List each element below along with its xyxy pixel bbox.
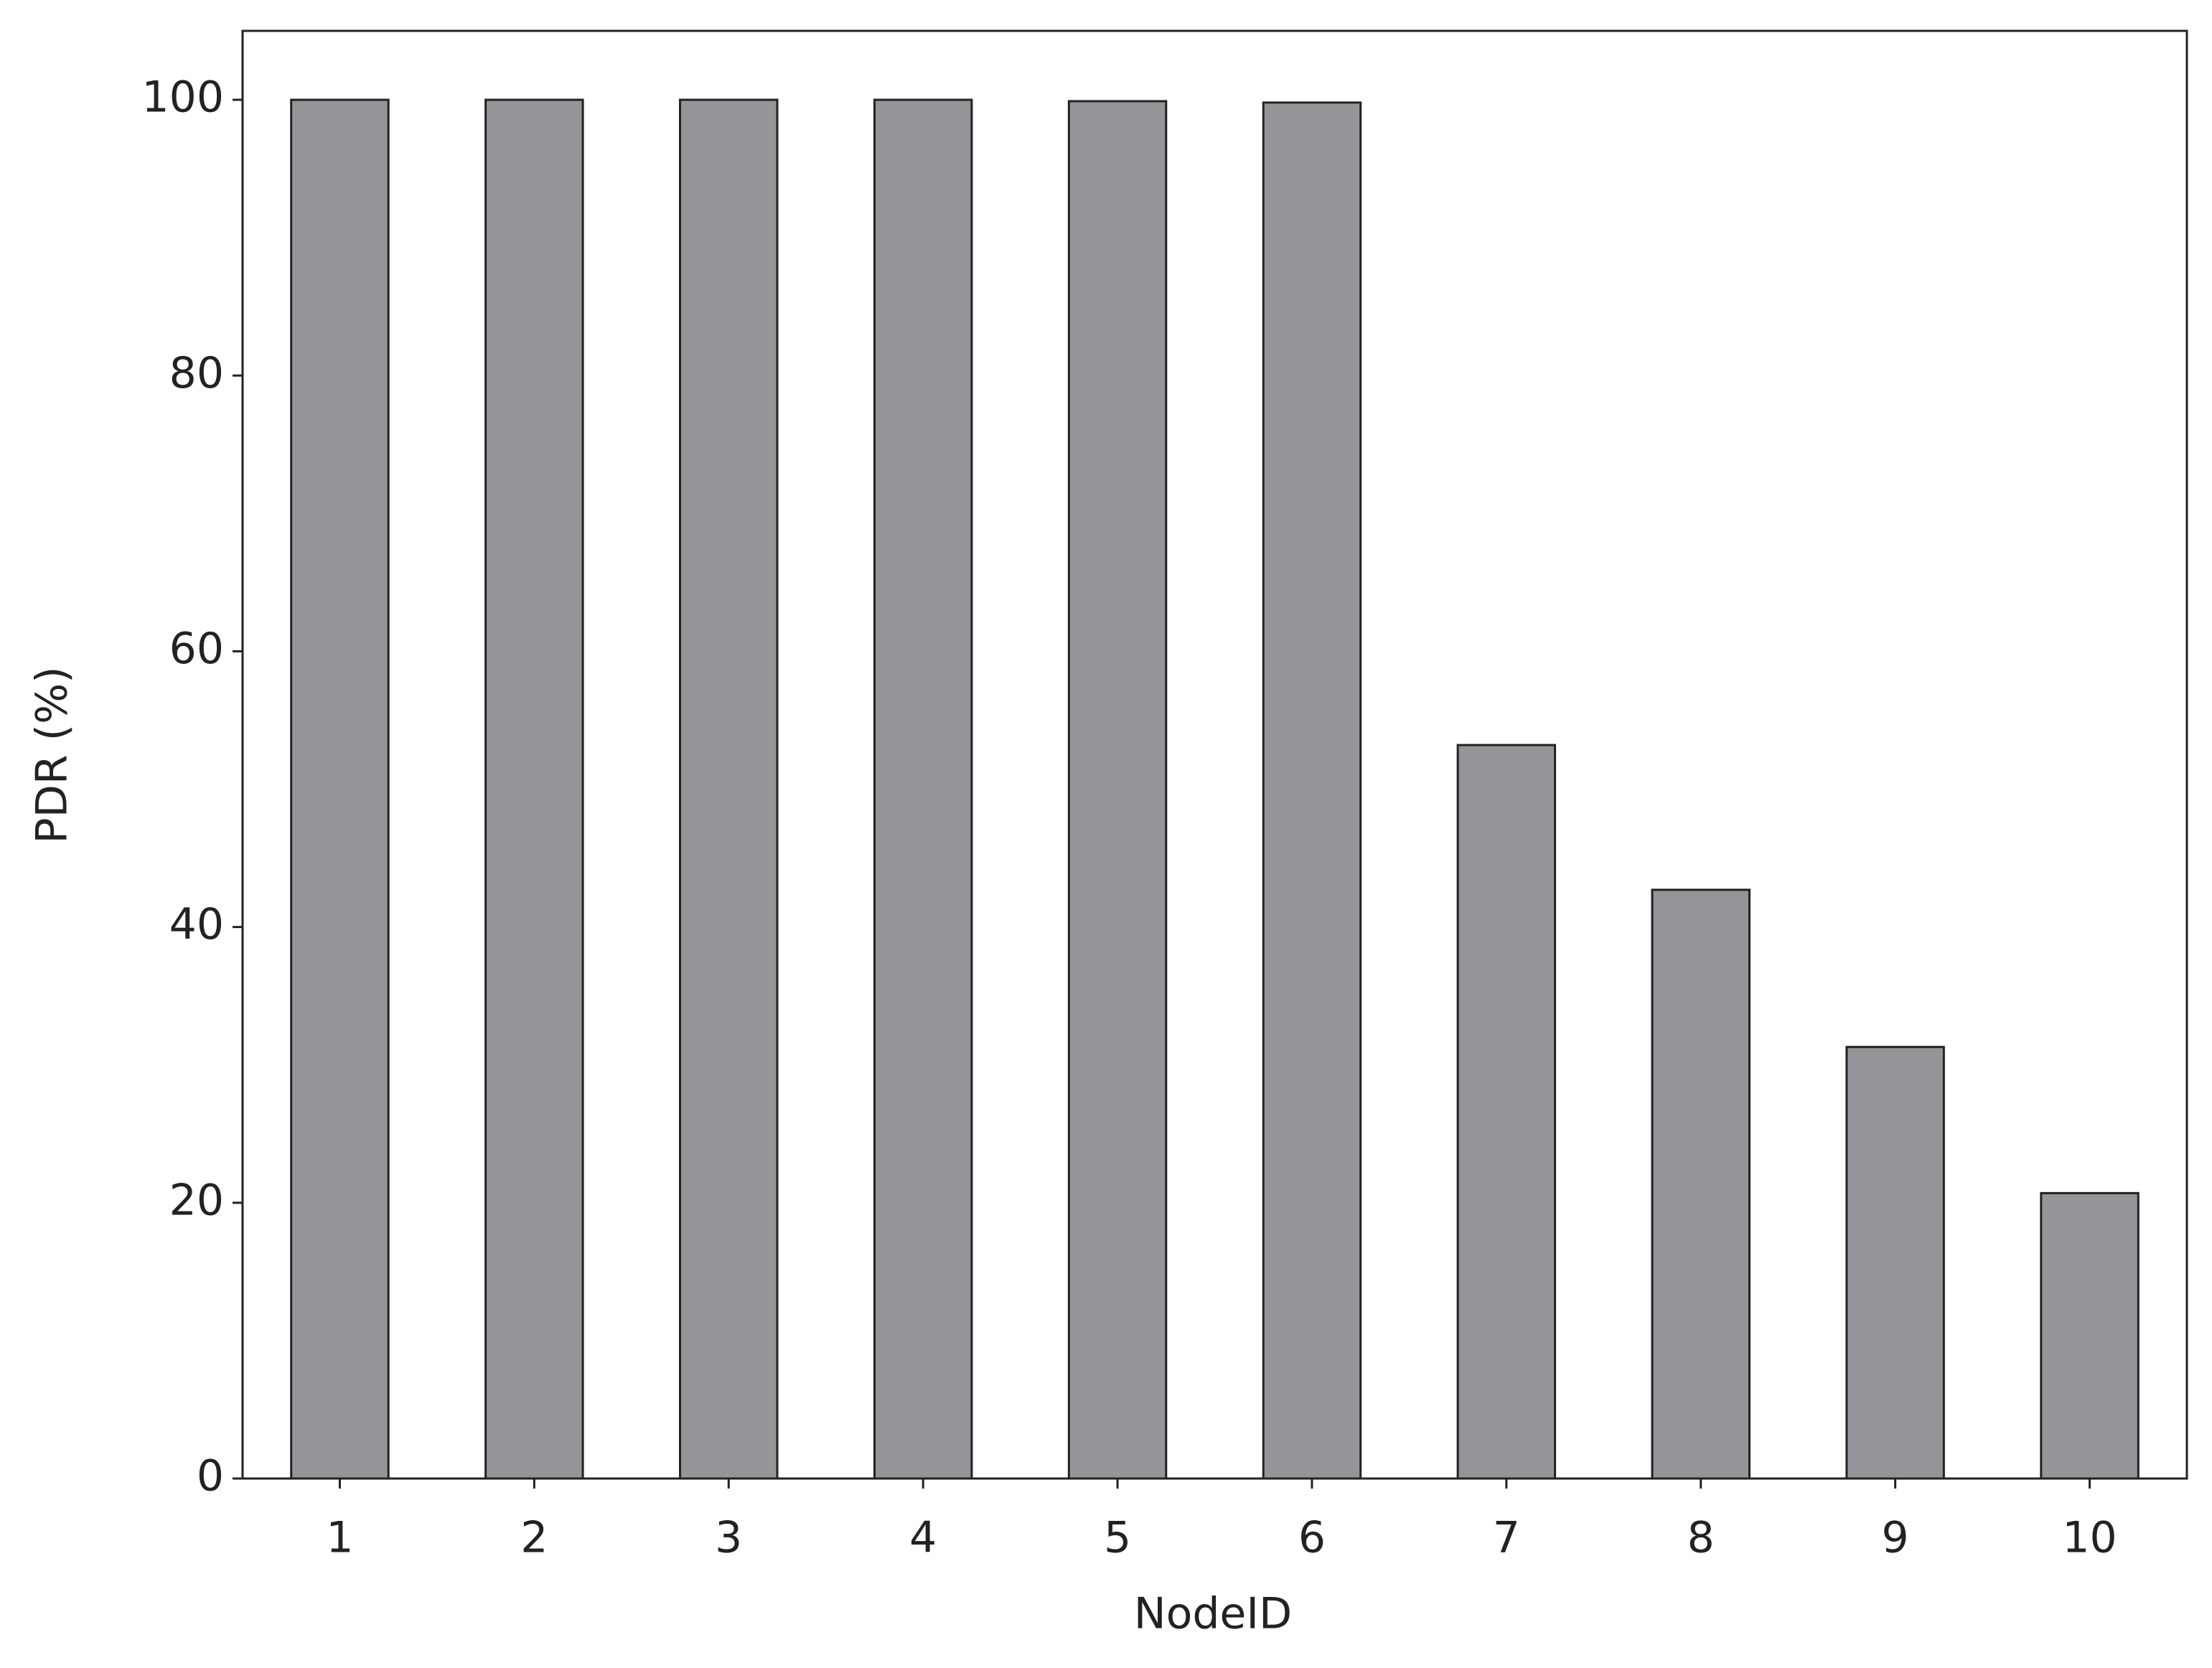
x-tick-label: 8: [1687, 1513, 1715, 1563]
x-tick-label: 7: [1493, 1513, 1520, 1563]
x-tick-label: 2: [520, 1513, 548, 1563]
bar: [1845, 1046, 1945, 1480]
bar: [1651, 889, 1751, 1480]
bar: [873, 98, 973, 1480]
y-tick-label: 0: [197, 1451, 224, 1501]
y-tick-label: 100: [141, 72, 224, 123]
y-tick-label: 40: [169, 899, 224, 950]
bar: [1456, 744, 1557, 1480]
bar: [1067, 100, 1168, 1480]
bar: [484, 98, 584, 1480]
bar: [290, 98, 390, 1480]
x-tick-label: 9: [1882, 1513, 1909, 1563]
y-axis-label: PDR (%): [27, 667, 78, 844]
x-tick-label: 5: [1104, 1513, 1131, 1563]
plot-frame: [241, 29, 2188, 1480]
bar: [1262, 101, 1362, 1480]
y-tick-label: 60: [169, 624, 224, 674]
x-tick-label: 10: [2062, 1513, 2117, 1563]
bar: [679, 98, 779, 1480]
x-tick-label: 4: [909, 1513, 937, 1563]
y-tick-label: 20: [169, 1175, 224, 1225]
bar: [2040, 1191, 2140, 1480]
x-tick-label: 3: [715, 1513, 742, 1563]
y-tick-label: 80: [169, 348, 224, 398]
x-tick-label: 1: [326, 1513, 353, 1563]
x-axis-label: NodeID: [1134, 1589, 1293, 1639]
x-tick-label: 6: [1298, 1513, 1326, 1563]
